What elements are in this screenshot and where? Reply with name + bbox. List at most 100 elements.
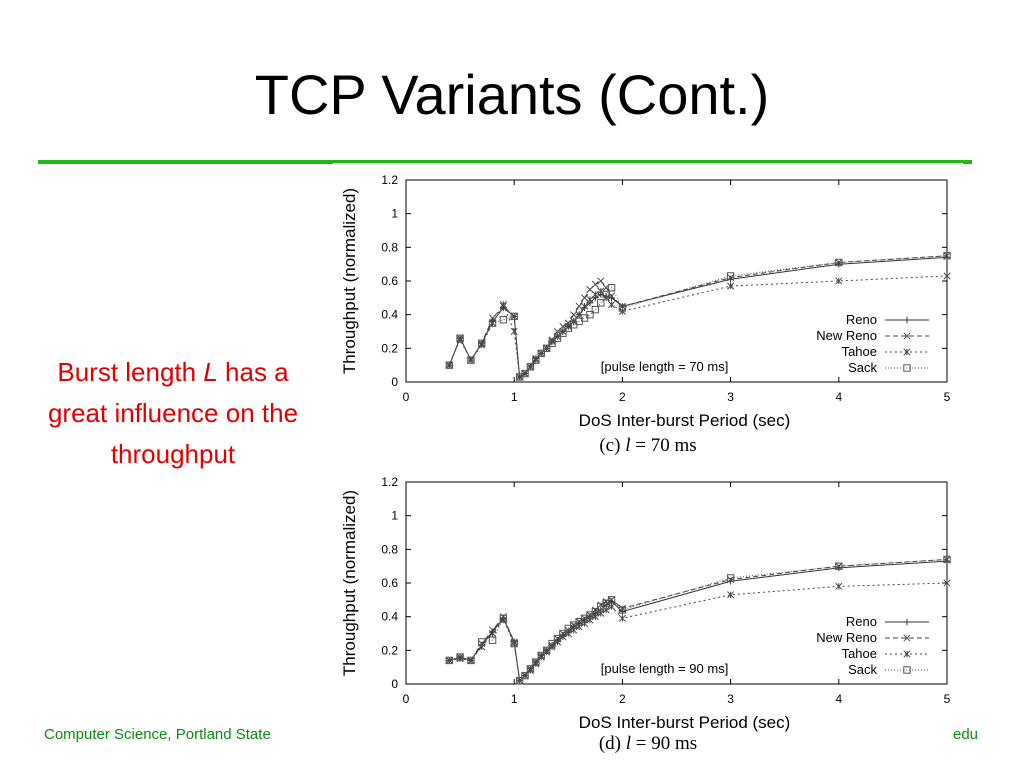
slide-title: TCP Variants (Cont.) [254, 63, 770, 126]
data-point [478, 339, 486, 347]
data-point [618, 606, 627, 614]
data-point [608, 301, 616, 309]
x-tick-label: 5 [944, 390, 951, 404]
pulse-annotation: [pulse length = 90 ms] [601, 661, 729, 676]
data-point [591, 305, 600, 314]
y-tick-label: 0.6 [381, 576, 398, 590]
data-point [499, 301, 507, 309]
data-point [521, 369, 529, 378]
x-tick-label: 1 [511, 390, 518, 404]
data-point [488, 636, 497, 644]
data-point [467, 656, 475, 664]
data-point [580, 302, 589, 310]
data-point [835, 277, 843, 285]
data-point [526, 363, 534, 371]
data-point [726, 574, 735, 582]
y-axis-label: Throughput (normalized) [340, 490, 359, 676]
caption-prefix: (c) [599, 435, 626, 456]
data-point [548, 639, 556, 648]
x-axis-label: DoS Inter-burst Period (sec) [579, 713, 791, 732]
data-point [607, 596, 616, 604]
data-point [532, 356, 540, 364]
legend-marker [903, 634, 911, 642]
bullet-text: Burst length L has a great influence on … [28, 352, 318, 475]
bullet-text-start: Burst length [57, 357, 204, 387]
y-tick-label: 1.2 [381, 475, 398, 489]
y-tick-label: 0 [391, 677, 398, 691]
legend-marker [903, 666, 911, 674]
data-point [510, 312, 518, 321]
data-point [537, 651, 545, 660]
data-point [943, 252, 951, 260]
data-point [575, 302, 583, 310]
data-point [580, 294, 589, 302]
data-point [727, 576, 735, 584]
legend-label: Reno [846, 614, 877, 629]
x-tick-label: 2 [619, 692, 626, 706]
y-tick-label: 0.6 [381, 274, 398, 288]
legend-marker [903, 650, 911, 658]
series-line [448, 255, 948, 378]
chart-pulse-90-caption: (d) l = 90 ms [333, 733, 963, 755]
data-point [602, 290, 610, 299]
data-point [526, 665, 535, 673]
data-point [542, 344, 551, 353]
y-tick-label: 0.2 [381, 341, 398, 355]
x-axis-label: DoS Inter-burst Period (sec) [579, 411, 791, 430]
series-line [449, 558, 948, 682]
data-point [542, 646, 551, 655]
data-point [570, 311, 578, 319]
title-divider [38, 160, 972, 164]
y-tick-label: 0.8 [381, 240, 398, 254]
legend-marker [903, 332, 911, 340]
data-point [537, 349, 545, 358]
data-point [456, 655, 464, 663]
data-point [510, 640, 518, 648]
data-point [618, 604, 626, 612]
data-point [478, 638, 486, 646]
data-point [943, 579, 951, 587]
legend-label: Tahoe [842, 344, 877, 359]
data-point [532, 356, 540, 364]
legend-marker [903, 364, 911, 372]
caption-suffix: = 90 ms [631, 733, 698, 754]
series-sack [445, 252, 951, 381]
series-sack [445, 555, 951, 685]
footer-domain: edu [953, 726, 979, 743]
data-point [591, 290, 599, 299]
y-tick-label: 0 [391, 375, 398, 389]
x-tick-label: 4 [835, 390, 842, 404]
data-point [489, 626, 497, 634]
x-tick-label: 4 [835, 692, 842, 706]
y-tick-label: 0.4 [381, 308, 398, 322]
data-point [445, 656, 453, 665]
data-point [532, 658, 540, 666]
data-point [515, 676, 524, 685]
bullet-variable: L [203, 357, 218, 387]
legend-label: Sack [848, 662, 877, 677]
data-point [467, 656, 475, 665]
y-tick-label: 0.4 [381, 610, 398, 624]
caption-prefix: (d) [598, 733, 626, 754]
chart-pulse-90: 0 0.2 0.4 0.6 0.8 1 1.2 0 1 2 3 4 5 DoS Inter-burst P… [333, 465, 963, 765]
x-tick-label: 3 [727, 692, 734, 706]
data-point [591, 280, 599, 288]
data-point [553, 334, 562, 342]
data-point [835, 258, 843, 267]
data-point [943, 252, 951, 260]
y-tick-label: 1.2 [381, 173, 398, 187]
legend-label: New Reno [816, 328, 877, 343]
data-point [456, 334, 464, 342]
y-tick-label: 0.8 [381, 542, 398, 556]
y-tick-label: 1 [391, 509, 398, 523]
chart-pulse-70: 0 0.2 0.4 0.6 0.8 1 1.2 0 1 2 3 4 5 DoS Inter-burst P… [333, 163, 963, 473]
data-point [607, 284, 616, 292]
chart-pulse-70-caption: (c) l = 70 ms [333, 435, 963, 457]
caption-variable: l [625, 435, 631, 456]
data-point [510, 327, 518, 336]
x-tick-label: 0 [403, 692, 410, 706]
data-point [445, 656, 453, 664]
x-tick-label: 0 [403, 390, 410, 404]
footer-institution: Computer Science, Portland State [44, 726, 271, 743]
x-tick-label: 2 [619, 390, 626, 404]
